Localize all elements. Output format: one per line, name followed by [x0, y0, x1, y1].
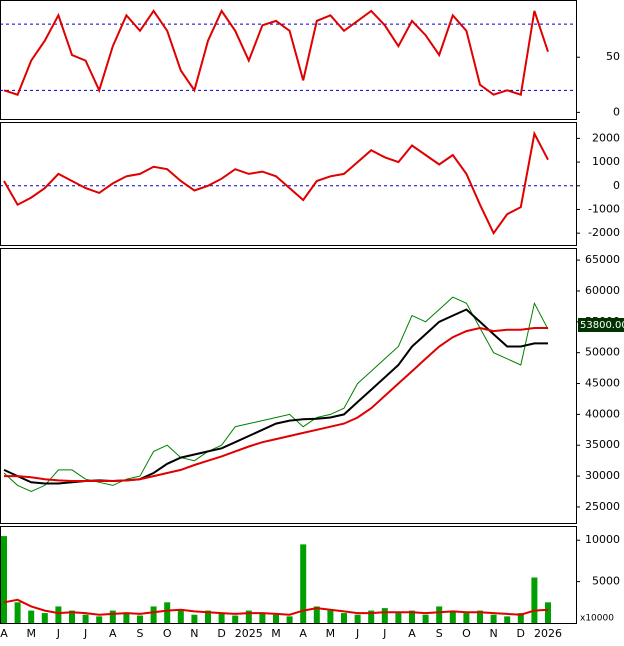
panel-frame	[0, 248, 577, 524]
volume-bar	[164, 602, 171, 623]
unit-label: x10000	[580, 614, 614, 624]
x-tick-label: D	[517, 627, 525, 640]
volume-bar	[96, 616, 103, 623]
volume-bar	[449, 610, 456, 623]
y-tick-label: -2000	[588, 226, 620, 239]
volume-bar	[232, 615, 239, 623]
volume-bar	[150, 606, 157, 623]
volume-bar	[409, 610, 415, 623]
x-tick-label: M	[271, 627, 281, 640]
y-tick-label: 25000	[585, 500, 620, 513]
panel-frame	[0, 0, 577, 120]
x-tick-label: N	[190, 627, 198, 640]
series-line	[3, 296, 549, 493]
volume-bar	[259, 613, 266, 623]
x-tick-label: 2026	[534, 627, 562, 640]
volume-bar	[300, 544, 307, 623]
y-tick-label: 30000	[585, 469, 620, 482]
last-price-box	[578, 318, 624, 332]
y-tick-label: 10000	[585, 533, 620, 546]
volume-bar	[177, 610, 184, 623]
x-tick-label: O	[462, 627, 471, 640]
y-tick-label: 0	[613, 105, 620, 118]
volume-bar	[137, 615, 143, 623]
last-price-label: 53800.00	[580, 320, 624, 331]
x-tick-label: J	[355, 627, 359, 640]
volume-bar	[327, 610, 334, 623]
volume-bar	[28, 610, 35, 623]
volume-bar	[286, 616, 293, 623]
x-tick-label: J	[83, 627, 87, 640]
volume-bar	[477, 610, 483, 623]
series-line	[3, 598, 549, 616]
x-tick-label: J	[382, 627, 386, 640]
volume-bar	[41, 613, 48, 623]
volume-bar	[313, 606, 320, 623]
volume-bar	[191, 614, 198, 623]
x-tick-label: J	[56, 627, 60, 640]
x-tick-label: A	[0, 627, 8, 640]
volume-bar	[69, 610, 75, 623]
series-line	[3, 308, 548, 485]
volume-bar	[395, 613, 402, 623]
volume-bar	[55, 606, 62, 623]
x-tick-label: O	[163, 627, 172, 640]
y-tick-label: 2000	[592, 131, 620, 144]
y-tick-label: 50000	[585, 346, 620, 359]
y-tick-label: 50	[606, 50, 620, 63]
y-tick-label: 0	[613, 179, 620, 192]
x-tick-label: M	[26, 627, 36, 640]
volume-bar	[531, 577, 538, 623]
volume-bar	[205, 610, 211, 623]
volume-bar	[123, 613, 130, 623]
y-tick-label: 5000	[592, 575, 620, 588]
volume-bar	[381, 608, 388, 623]
volume-bar	[82, 614, 89, 623]
x-tick-label: A	[109, 627, 117, 640]
volume-bar	[341, 613, 347, 623]
y-tick-label: -1000	[588, 202, 620, 215]
volume-bar	[354, 614, 361, 623]
x-tick-label: M	[326, 627, 336, 640]
x-tick-label: A	[408, 627, 416, 640]
volume-bar	[463, 613, 470, 623]
y-tick-label: 40000	[585, 407, 620, 420]
x-tick-label: S	[137, 627, 144, 640]
volume-bar	[490, 614, 497, 623]
x-tick-label: N	[489, 627, 497, 640]
volume-bar	[504, 616, 511, 623]
y-tick-label: 1000	[592, 155, 620, 168]
x-tick-label: S	[436, 627, 443, 640]
y-tick-label: 35000	[585, 438, 620, 451]
volume-bar	[545, 602, 551, 623]
y-tick-label: 60000	[585, 284, 620, 297]
volume-bar	[368, 610, 375, 623]
y-tick-label: 65000	[585, 253, 620, 266]
volume-bar	[273, 614, 279, 623]
volume-bar	[436, 606, 443, 623]
series-line	[3, 130, 549, 236]
volume-bar	[422, 614, 429, 623]
panel-frame	[0, 122, 577, 246]
y-tick-label: 45000	[585, 377, 620, 390]
series-line	[4, 326, 548, 482]
volume-bar	[517, 613, 524, 623]
volume-bar	[109, 610, 116, 623]
volume-bar	[218, 613, 225, 623]
volume-bar	[245, 610, 252, 623]
x-tick-label: A	[299, 627, 307, 640]
x-tick-label: D	[217, 627, 225, 640]
series-line	[3, 8, 549, 97]
volume-bar	[14, 602, 21, 623]
x-tick-label: 2025	[235, 627, 263, 640]
panel-frame	[0, 526, 577, 624]
volume-bar	[1, 536, 7, 623]
